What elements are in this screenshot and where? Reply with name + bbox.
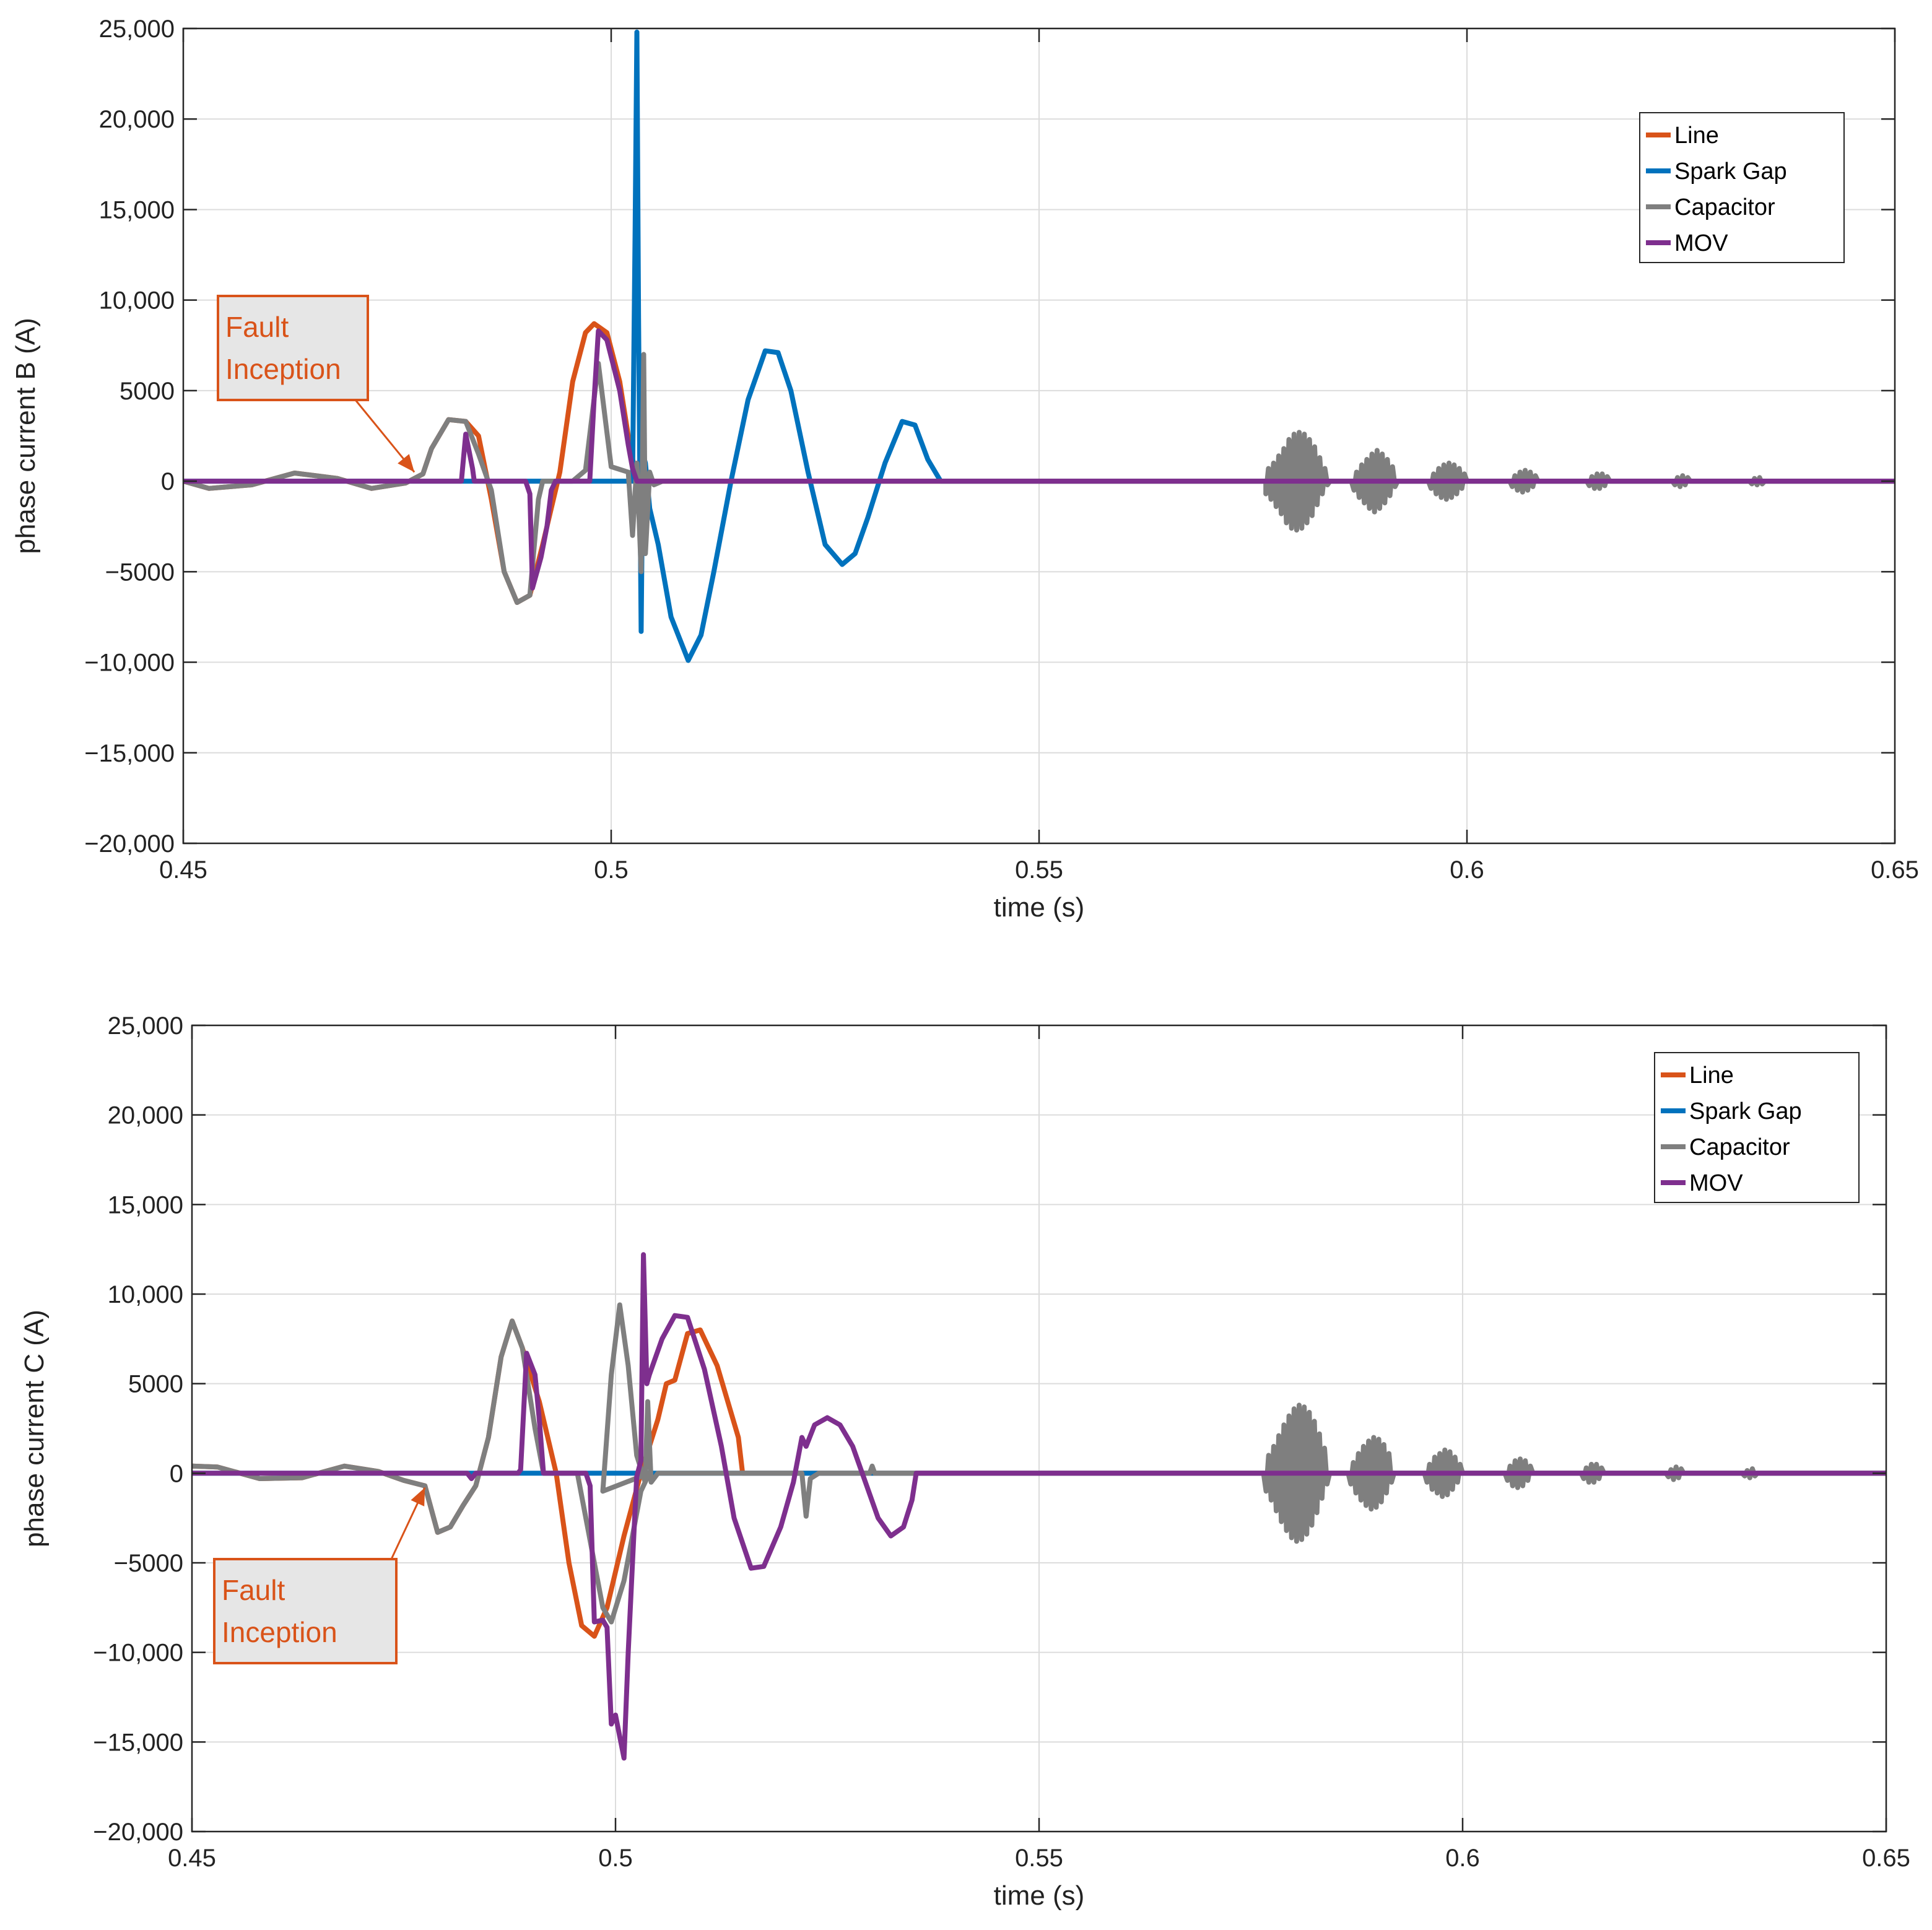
legend-label: Spark Gap [1674, 159, 1787, 185]
y-tick-label: −5000 [114, 1550, 183, 1577]
y-tick-label: 20,000 [108, 1102, 183, 1129]
chart-phase-current-b: 0.45 0.5 0.55 0.6 0.65 −20,000 −15,000 −10,000 −… [11, 15, 1919, 923]
x-axis-label: time (s) [994, 892, 1085, 923]
x-tick-label: 0.65 [1862, 1845, 1910, 1872]
x-tick-label: 0.55 [1015, 1845, 1063, 1872]
y-tick-label: 0 [170, 1460, 183, 1487]
legend-label: Line [1689, 1063, 1734, 1089]
y-tick-label: −15,000 [93, 1729, 183, 1756]
y-axis-label: phase current B (A) [11, 318, 41, 554]
x-tick-label: 0.6 [1450, 856, 1484, 884]
y-tick-label: −20,000 [93, 1819, 183, 1846]
y-tick-label: −10,000 [93, 1640, 183, 1667]
legend-label: MOV [1689, 1170, 1743, 1196]
y-tick-label: −10,000 [84, 650, 175, 677]
y-tick-label: 25,000 [108, 1012, 183, 1040]
legend-label: Capacitor [1689, 1134, 1790, 1160]
annotation-text-line1: Fault [225, 311, 289, 343]
y-tick-label: 10,000 [108, 1281, 183, 1308]
y-tick-label: 10,000 [99, 287, 175, 315]
legend-label: Spark Gap [1689, 1098, 1802, 1124]
annotation-text-line1: Fault [222, 1574, 285, 1606]
y-tick-label: −20,000 [84, 830, 175, 858]
y-tick-label: 25,000 [99, 15, 175, 43]
annotation-text-line2: Inception [222, 1616, 337, 1648]
legend-label: Capacitor [1674, 194, 1775, 220]
x-tick-label: 0.45 [168, 1845, 216, 1872]
annotation-text-line2: Inception [225, 353, 341, 385]
x-tick-label: 0.45 [159, 856, 207, 884]
y-tick-label: −15,000 [84, 740, 175, 767]
y-tick-label: −5000 [105, 559, 175, 586]
x-axis-label: time (s) [994, 1880, 1085, 1911]
y-tick-label: 15,000 [108, 1191, 183, 1219]
x-tick-label: 0.5 [594, 856, 629, 884]
legend-label: MOV [1674, 230, 1728, 256]
legend-label: Line [1674, 123, 1719, 149]
x-tick-label: 0.55 [1015, 856, 1063, 884]
y-axis-label: phase current C (A) [19, 1310, 50, 1547]
chart-phase-current-c: 0.45 0.5 0.55 0.6 0.65 −20,000 −15,000 −10,000 −… [19, 1012, 1910, 1911]
y-tick-label: 20,000 [99, 106, 175, 133]
y-tick-label: 0 [161, 468, 175, 495]
y-tick-label: 15,000 [99, 196, 175, 224]
y-tick-label: 5000 [128, 1371, 183, 1398]
y-tick-label: 5000 [120, 378, 175, 405]
x-tick-label: 0.65 [1871, 856, 1919, 884]
x-tick-label: 0.5 [598, 1845, 633, 1872]
x-tick-label: 0.6 [1445, 1845, 1480, 1872]
